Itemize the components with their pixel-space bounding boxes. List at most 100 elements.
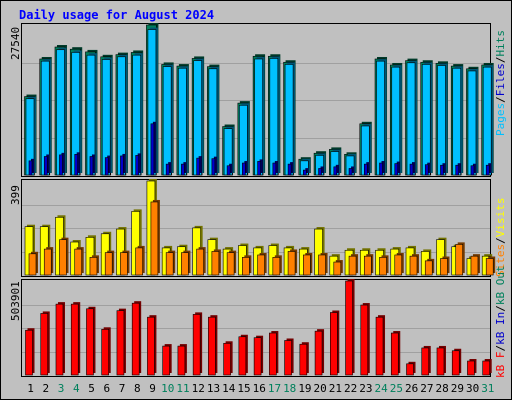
bars-layer bbox=[22, 23, 496, 376]
kbytes-bar bbox=[101, 328, 109, 376]
pages-bar-shadow bbox=[107, 155, 111, 173]
legend-sep: / bbox=[494, 305, 507, 312]
pages-bar bbox=[43, 156, 48, 176]
kbytes-panel-frame bbox=[21, 279, 491, 377]
day-label: 2 bbox=[43, 382, 50, 395]
sites-bar bbox=[135, 247, 143, 276]
sites-bar bbox=[348, 255, 357, 276]
pages-bar-shadow bbox=[137, 153, 141, 173]
pages-bar bbox=[333, 166, 338, 176]
pages-bar-shadow bbox=[274, 161, 278, 173]
kbytes-bar bbox=[269, 332, 277, 376]
files-bar bbox=[162, 66, 172, 176]
day-label: 11 bbox=[176, 382, 189, 395]
legend-visits: Visits bbox=[494, 198, 507, 238]
pages-bar-shadow bbox=[351, 166, 355, 173]
files-bar bbox=[437, 65, 446, 176]
pages-bar-shadow bbox=[457, 163, 461, 173]
pages-bar bbox=[348, 168, 353, 176]
files-bar bbox=[284, 64, 294, 176]
kbytes-bar bbox=[284, 340, 292, 376]
chart-title: Daily usage for August 2024 bbox=[19, 8, 214, 22]
pages-bar bbox=[104, 157, 109, 176]
pages-bar-shadow bbox=[488, 163, 492, 173]
pages-bar bbox=[74, 154, 79, 176]
kbytes-bar bbox=[131, 302, 140, 376]
kbytes-bar bbox=[436, 347, 445, 376]
kbytes-bar bbox=[238, 336, 247, 376]
pages-bar-shadow bbox=[91, 154, 95, 173]
day-label: 20 bbox=[314, 382, 327, 395]
pages-bar-shadow bbox=[61, 152, 65, 173]
pages-bar bbox=[424, 164, 429, 176]
kbytes-bar bbox=[360, 304, 369, 376]
pages-bar-shadow bbox=[305, 168, 309, 173]
sites-bar bbox=[318, 254, 326, 276]
files-bar bbox=[391, 66, 401, 176]
sites-bar bbox=[211, 251, 220, 276]
pages-bar bbox=[455, 164, 460, 176]
day-label: 23 bbox=[359, 382, 372, 395]
kbytes-bar bbox=[375, 316, 384, 376]
pages-bar-shadow bbox=[320, 166, 324, 173]
day-label: 27 bbox=[420, 382, 433, 395]
pages-bar-shadow bbox=[412, 162, 415, 173]
kbytes-bar bbox=[25, 329, 33, 376]
kbytes-legend: kB F/kB In/kB Out bbox=[494, 265, 507, 378]
pages-bar-shadow bbox=[381, 161, 385, 173]
pages-bar-shadow bbox=[427, 162, 431, 173]
labels-layer: 1 2 3 4 5 6 7 8 9 10 11 12 13 14 15 16 17 18 19 20 21 22 23 24 2… bbox=[27, 382, 494, 395]
sites-bar bbox=[181, 252, 189, 276]
kbytes-bar bbox=[390, 332, 399, 376]
pages-bar bbox=[394, 163, 399, 176]
pages-bar bbox=[242, 162, 246, 176]
day-label: 7 bbox=[119, 382, 126, 395]
files-bar bbox=[269, 58, 279, 176]
pages-bar bbox=[303, 169, 307, 176]
sites-bar bbox=[440, 258, 448, 276]
files-bar bbox=[452, 67, 462, 176]
pages-bar-shadow bbox=[76, 152, 80, 173]
pages-bar bbox=[165, 163, 170, 176]
pages-bar bbox=[89, 156, 94, 176]
legend-kbf: kB F bbox=[494, 352, 507, 379]
kbytes-bar bbox=[55, 303, 64, 376]
day-label: 12 bbox=[192, 382, 205, 395]
visits-legend: Sites/Visits bbox=[494, 198, 507, 278]
sites-bar bbox=[303, 254, 311, 276]
day-label: 3 bbox=[58, 382, 65, 395]
pages-bar bbox=[363, 163, 368, 176]
kbytes-bar bbox=[314, 330, 323, 376]
sites-bar bbox=[104, 252, 113, 276]
sites-bar bbox=[59, 239, 67, 276]
files-bar bbox=[254, 58, 263, 176]
kbytes-bar bbox=[192, 314, 201, 376]
pages-bar bbox=[120, 155, 124, 176]
day-label: 13 bbox=[207, 382, 220, 395]
kbytes-bar bbox=[406, 363, 414, 376]
day-label: 30 bbox=[466, 382, 479, 395]
visits-panel-frame bbox=[21, 179, 491, 277]
pages-bar bbox=[226, 165, 231, 176]
pages-bar-shadow bbox=[290, 162, 294, 173]
sites-bar bbox=[89, 257, 98, 276]
kbytes-bar bbox=[451, 350, 460, 376]
sites-bar bbox=[333, 261, 342, 276]
day-label: 4 bbox=[73, 382, 80, 395]
pages-bar-shadow bbox=[335, 164, 339, 173]
sites-bar bbox=[43, 248, 52, 276]
pages-bar bbox=[135, 155, 139, 176]
pages-bar bbox=[196, 157, 200, 176]
pages-bar-shadow bbox=[152, 121, 156, 173]
sites-bar bbox=[226, 252, 235, 276]
day-label: 1 bbox=[27, 382, 34, 395]
kbytes-bar bbox=[70, 303, 79, 376]
pages-bar bbox=[211, 158, 216, 176]
pages-bar-shadow bbox=[366, 162, 370, 173]
pages-bar-shadow bbox=[396, 161, 400, 173]
hits-legend: Pages/Files/Hits bbox=[494, 30, 507, 136]
legend-sep: / bbox=[494, 345, 507, 352]
day-label: 24 bbox=[375, 382, 389, 395]
sites-bar bbox=[409, 255, 418, 276]
